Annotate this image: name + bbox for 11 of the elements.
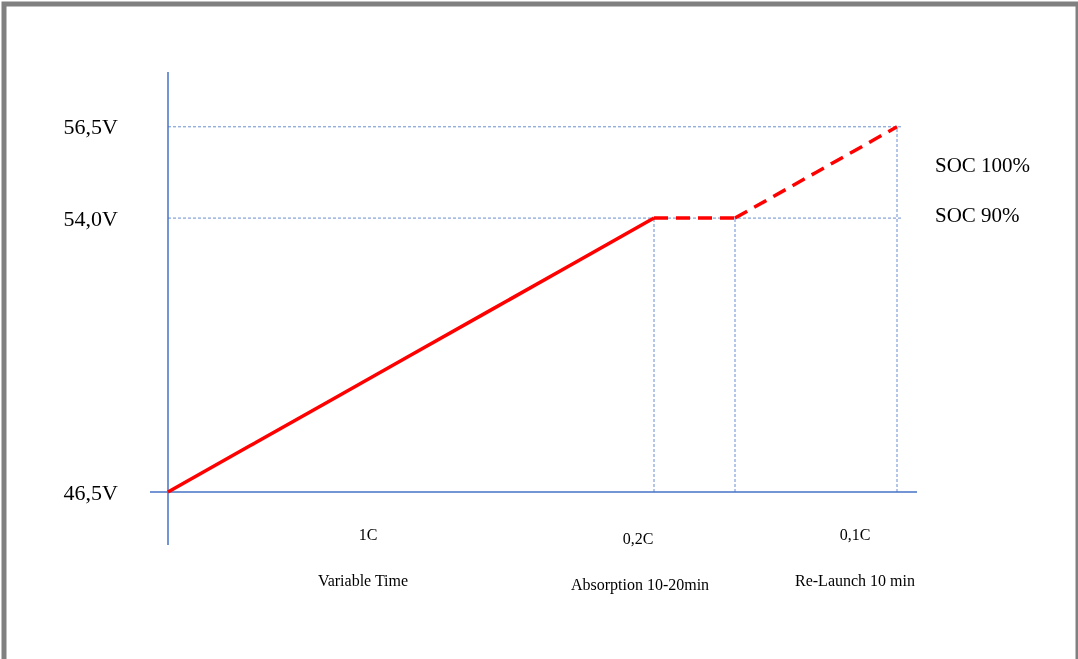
text: SOC 100% [935,153,1031,177]
y-tick-label: 56,5V [63,114,119,140]
text: 0,1C [839,526,871,543]
text: Absorption 10-20min [570,576,710,594]
text: Re-Launch 10 min [795,572,915,589]
text: 1C [358,526,378,543]
text: Variable Time [317,572,409,589]
y-tick-label: 46,5V [63,479,119,505]
y-tick-label: 54,0V [63,205,119,231]
text: SOC 90% [935,203,1020,227]
text: 0,2C [622,530,654,547]
